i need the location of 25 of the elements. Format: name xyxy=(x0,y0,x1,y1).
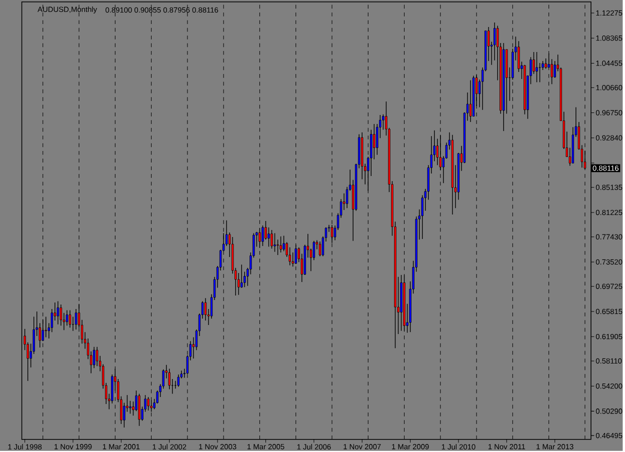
candlestick xyxy=(68,310,72,328)
candlestick xyxy=(318,241,322,257)
candlestick xyxy=(147,396,150,411)
candlestick xyxy=(538,62,541,83)
candlestick xyxy=(66,310,68,326)
candlestick xyxy=(74,308,78,330)
candlestick xyxy=(138,393,140,426)
candlestick xyxy=(469,80,472,122)
candlestick xyxy=(168,368,170,390)
candlestick xyxy=(44,316,47,338)
candlestick xyxy=(56,300,60,325)
candlestick xyxy=(129,400,132,414)
candlestick xyxy=(60,304,62,326)
candlestick xyxy=(276,239,279,256)
candlestick xyxy=(494,22,496,61)
candlestick xyxy=(536,52,538,83)
candlestick xyxy=(280,236,282,253)
candlestick xyxy=(240,264,243,288)
candlestick xyxy=(282,235,285,252)
candlestick xyxy=(204,298,207,321)
candlestick xyxy=(373,124,376,160)
candlestick xyxy=(274,232,276,252)
candlestick xyxy=(177,374,180,388)
candlestick xyxy=(270,230,273,249)
candlestick xyxy=(268,227,270,248)
